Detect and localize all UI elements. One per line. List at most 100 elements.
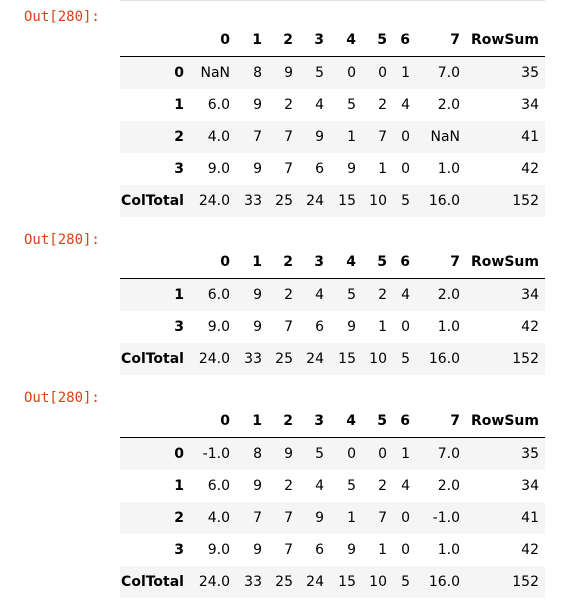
table-cell: 0	[347, 65, 356, 81]
table-cell: 5	[401, 193, 410, 209]
table-cell: 7	[284, 319, 293, 335]
table-cell: 7	[284, 129, 293, 145]
table-cell: NaN	[200, 65, 230, 81]
table-cell: 24.0	[198, 193, 230, 209]
table-cell: 42	[521, 161, 539, 177]
table-cell: 1	[401, 446, 410, 462]
table-cell: 25	[275, 193, 293, 209]
table-cell: 33	[244, 574, 262, 590]
column-header: 0	[190, 405, 236, 438]
table-cell: 24	[306, 351, 324, 367]
table-cell: 7	[284, 510, 293, 526]
table-cell: 4	[401, 478, 410, 494]
table-cell: 2	[284, 478, 293, 494]
table-cell: 2.0	[437, 97, 460, 113]
table-cell: 0	[378, 65, 387, 81]
table-cell: 2	[378, 287, 387, 303]
table-cell: 4	[401, 97, 410, 113]
index-header	[120, 405, 190, 438]
table-cell: 7	[284, 542, 293, 558]
column-header: 2	[268, 405, 299, 438]
table-row: 0 NaN 8 9 5 0 0 1 7.0 35	[120, 56, 545, 89]
table-row: 1 6.0 9 2 4 5 2 4 2.0 34	[120, 278, 545, 311]
table-cell: 4	[315, 287, 324, 303]
table-cell: 6.0	[207, 287, 230, 303]
table-cell: 6.0	[207, 478, 230, 494]
table-cell: 16.0	[428, 574, 460, 590]
table-cell: 5	[347, 97, 356, 113]
table-cell: 1	[378, 542, 387, 558]
column-header: 5	[362, 405, 393, 438]
table-cell: 9	[253, 287, 262, 303]
row-index: 2	[174, 510, 184, 526]
table-cell: 1.0	[437, 319, 460, 335]
table-cell: 5	[315, 446, 324, 462]
table-cell: 25	[275, 351, 293, 367]
table-cell: 0	[401, 510, 410, 526]
table-cell: 9	[253, 542, 262, 558]
table-cell: 25	[275, 574, 293, 590]
column-header: 1	[236, 405, 268, 438]
table-row: 2 4.0 7 7 9 1 7 0 -1.0 41	[120, 502, 545, 534]
table-header-row: 0 1 2 3 4 5 6 7 RowSum	[120, 246, 545, 279]
column-header: 5	[362, 246, 393, 279]
table-cell: -1.0	[202, 446, 230, 462]
table-row: 1 6.0 9 2 4 5 2 4 2.0 34	[120, 470, 545, 502]
table-cell: 1.0	[437, 161, 460, 177]
table-cell: 2	[378, 97, 387, 113]
column-header: 1	[236, 246, 268, 279]
table-cell: 1	[347, 129, 356, 145]
table-cell: 1.0	[437, 542, 460, 558]
table-cell: 4	[315, 97, 324, 113]
row-index: 0	[174, 65, 184, 81]
table-row: 0 -1.0 8 9 5 0 0 1 7.0 35	[120, 437, 545, 470]
column-header: 3	[299, 24, 330, 57]
column-header: 5	[362, 24, 393, 57]
table-cell: 4	[401, 287, 410, 303]
table-cell: 1	[378, 161, 387, 177]
table-cell: 10	[369, 574, 387, 590]
column-header: RowSum	[466, 24, 545, 57]
table-row-total: ColTotal 24.0 33 25 24 15 10 5 16.0 152	[120, 185, 545, 217]
table-cell: 0	[347, 446, 356, 462]
table-cell: 6	[315, 161, 324, 177]
table-cell: 16.0	[428, 351, 460, 367]
column-header: RowSum	[466, 405, 545, 438]
table-cell: 9	[253, 478, 262, 494]
table-cell: 7	[253, 510, 262, 526]
table-cell: 7.0	[437, 446, 460, 462]
table-header-row: 0 1 2 3 4 5 6 7 RowSum	[120, 405, 545, 438]
table-cell: 42	[521, 542, 539, 558]
table-cell: 9	[315, 129, 324, 145]
table-row: 3 9.0 9 7 6 9 1 0 1.0 42	[120, 534, 545, 566]
column-header: 4	[330, 24, 362, 57]
column-header: 6	[393, 24, 416, 57]
table-cell: 4.0	[207, 129, 230, 145]
table-cell: 1	[401, 65, 410, 81]
table-cell: 9	[253, 319, 262, 335]
table-cell: -1.0	[432, 510, 460, 526]
table-cell: 10	[369, 351, 387, 367]
table-row: 3 9.0 9 7 6 9 1 0 1.0 42	[120, 311, 545, 343]
row-index: 0	[174, 446, 184, 462]
table-cell: 152	[512, 574, 539, 590]
dataframe-table: 0 1 2 3 4 5 6 7 RowSum 0 -1.0 8 9 5 0 0 …	[120, 405, 545, 598]
table-cell: 9	[315, 510, 324, 526]
table-cell: 0	[401, 542, 410, 558]
table-cell: 7	[284, 161, 293, 177]
output-prompt: Out[280]:	[24, 9, 100, 25]
table-cell: 4.0	[207, 510, 230, 526]
table-row: 1 6.0 9 2 4 5 2 4 2.0 34	[120, 89, 545, 121]
table-cell: 0	[401, 161, 410, 177]
table-cell: 35	[521, 446, 539, 462]
table-cell: 41	[521, 129, 539, 145]
column-header: 4	[330, 246, 362, 279]
table-cell: 24.0	[198, 351, 230, 367]
table-cell: 15	[338, 574, 356, 590]
column-header: 2	[268, 24, 299, 57]
table-cell: 16.0	[428, 193, 460, 209]
table-cell: 8	[253, 65, 262, 81]
table-cell: 34	[521, 287, 539, 303]
table-cell: 2	[284, 97, 293, 113]
table-row-total: ColTotal 24.0 33 25 24 15 10 5 16.0 152	[120, 343, 545, 375]
